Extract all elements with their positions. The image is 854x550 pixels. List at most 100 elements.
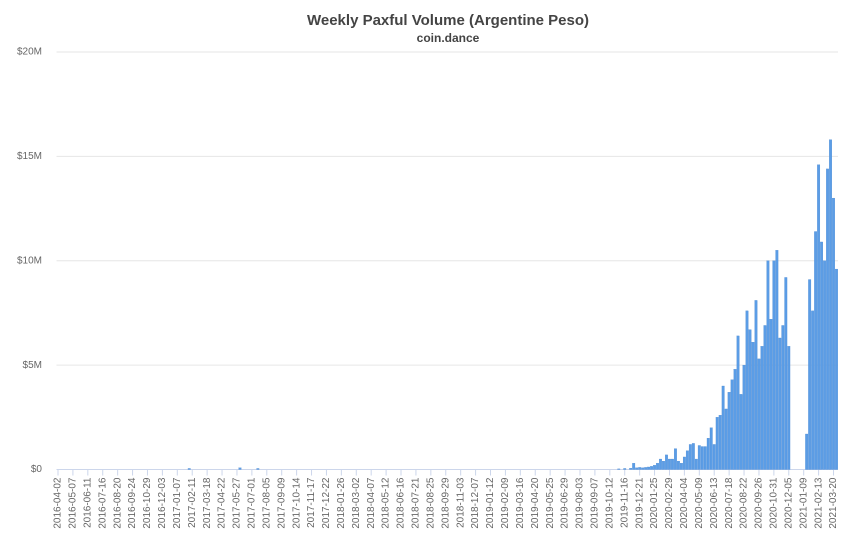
x-tick-label: 2017-04-22 xyxy=(217,477,228,529)
x-tick-label: 2019-08-03 xyxy=(575,477,586,529)
bar xyxy=(823,260,826,470)
x-tick-label: 2020-10-31 xyxy=(769,477,780,529)
bar xyxy=(745,310,749,470)
bar xyxy=(721,385,725,470)
x-tick-label: 2018-06-16 xyxy=(396,477,407,529)
x-tick-label: 2016-04-02 xyxy=(53,477,64,529)
x-tick-label: 2020-07-18 xyxy=(724,477,735,529)
bar xyxy=(703,446,707,470)
bar xyxy=(811,310,815,470)
x-tick-label: 2020-04-04 xyxy=(679,477,690,529)
x-tick-label: 2019-01-12 xyxy=(485,477,496,529)
bar xyxy=(805,433,809,470)
x-tick-label: 2020-06-13 xyxy=(709,477,720,529)
x-tick-label: 2019-11-16 xyxy=(619,477,630,528)
bar xyxy=(691,443,695,470)
x-tick-label: 2021-01-09 xyxy=(798,477,809,529)
x-tick-label: 2019-03-16 xyxy=(515,477,526,529)
bar xyxy=(712,444,716,470)
bar xyxy=(647,466,650,470)
bar xyxy=(706,438,710,470)
bar xyxy=(757,358,761,470)
x-tick-label: 2021-02-13 xyxy=(813,477,824,529)
bar xyxy=(742,364,746,470)
bar xyxy=(763,325,767,470)
x-tick-label: 2018-12-07 xyxy=(470,477,481,529)
bar xyxy=(808,279,812,470)
bar xyxy=(644,467,648,470)
x-tick-label: 2017-11-17 xyxy=(306,477,317,528)
bar xyxy=(778,337,782,470)
bar xyxy=(635,467,639,470)
x-tick-label: 2017-10-14 xyxy=(291,477,302,529)
x-tick-label: 2016-09-24 xyxy=(127,477,138,529)
bar xyxy=(623,468,627,470)
bar xyxy=(187,468,191,470)
bar xyxy=(751,342,755,470)
x-tick-label: 2020-09-26 xyxy=(754,477,765,529)
x-tick-label: 2016-10-29 xyxy=(142,477,153,529)
bar xyxy=(665,454,668,470)
bar xyxy=(715,417,719,470)
bar xyxy=(688,444,692,470)
x-tick-label: 2018-03-02 xyxy=(351,477,362,529)
bar xyxy=(727,392,731,470)
bar xyxy=(662,460,665,470)
bar xyxy=(674,448,677,470)
bar xyxy=(829,139,832,470)
x-tick-label: 2020-05-09 xyxy=(694,477,705,529)
x-tick-label: 2017-02-11 xyxy=(187,477,198,528)
x-tick-label: 2018-09-29 xyxy=(440,477,451,529)
bar xyxy=(659,458,662,470)
bar xyxy=(754,300,758,470)
bar xyxy=(677,460,680,470)
bar xyxy=(724,408,728,470)
x-tick-label: 2019-05-25 xyxy=(545,477,556,529)
x-tick-label: 2019-09-07 xyxy=(590,477,601,529)
x-tick-label: 2016-07-16 xyxy=(97,477,108,529)
x-tick-label: 2018-08-25 xyxy=(425,477,436,529)
bar xyxy=(730,379,734,470)
x-tick-label: 2021-03-20 xyxy=(828,477,839,529)
y-tick-label: $20M xyxy=(17,47,42,58)
chart-title: Weekly Paxful Volume (Argentine Peso) xyxy=(307,12,589,29)
bar xyxy=(826,168,829,470)
x-tick-label: 2019-02-09 xyxy=(500,477,511,529)
bar xyxy=(685,450,689,470)
bar xyxy=(256,468,260,470)
x-tick-label: 2017-05-27 xyxy=(232,477,243,529)
bar xyxy=(787,346,791,470)
bar xyxy=(739,394,743,470)
x-tick-label: 2020-08-22 xyxy=(739,477,750,529)
bar xyxy=(835,268,838,470)
x-tick-label: 2017-01-07 xyxy=(172,477,183,529)
bar xyxy=(772,260,776,470)
bar xyxy=(629,468,633,470)
x-tick-label: 2017-07-01 xyxy=(247,477,258,529)
bar xyxy=(656,463,659,470)
x-tick-label: 2018-11-03 xyxy=(455,477,466,528)
bar xyxy=(682,456,686,470)
bar xyxy=(617,468,621,470)
x-tick-label: 2019-12-21 xyxy=(634,477,645,529)
x-tick-label: 2018-05-12 xyxy=(381,477,392,529)
x-tick-label: 2016-06-11 xyxy=(82,477,93,528)
bar xyxy=(820,241,823,470)
bar xyxy=(650,466,653,470)
chart-subtitle: coin.dance xyxy=(417,31,480,45)
x-tick-label: 2020-01-25 xyxy=(649,477,660,529)
bar xyxy=(814,231,818,470)
bar xyxy=(769,319,773,470)
x-tick-label: 2017-12-22 xyxy=(321,477,332,529)
bar xyxy=(760,346,764,470)
x-tick-label: 2020-12-05 xyxy=(783,477,794,529)
bar xyxy=(632,463,636,470)
y-tick-label: $0 xyxy=(31,464,43,475)
y-tick-label: $15M xyxy=(17,151,42,162)
x-tick-label: 2018-04-07 xyxy=(366,477,377,529)
bar xyxy=(668,458,671,470)
bar xyxy=(679,463,683,470)
bar xyxy=(781,325,785,470)
x-tick-label: 2018-07-21 xyxy=(411,477,422,529)
